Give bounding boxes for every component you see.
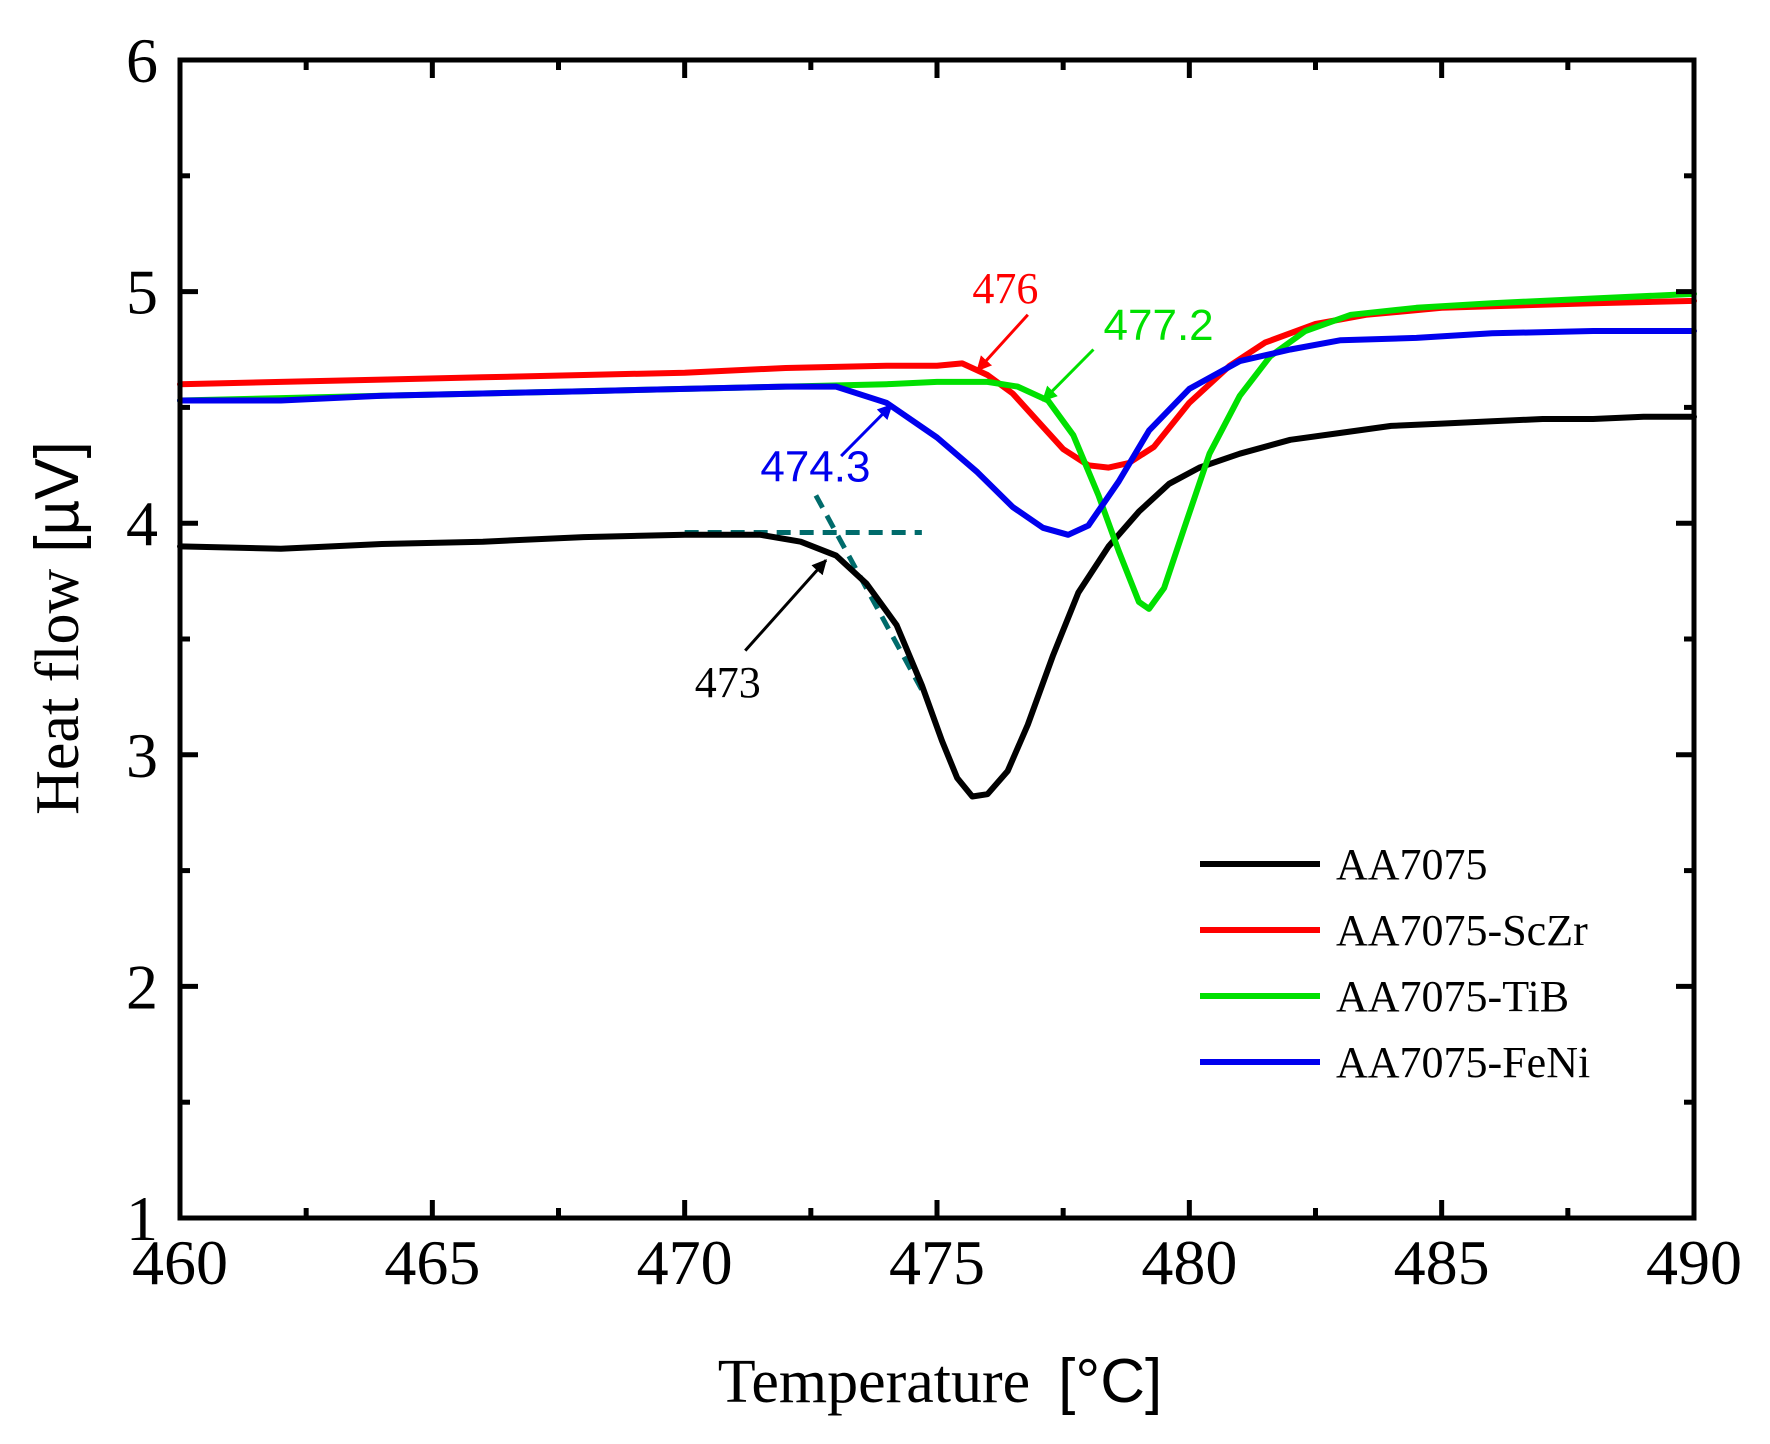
y-tick-label: 6 [126,25,158,96]
series-line-aa7075-feni [177,328,1697,538]
x-axis-unit: [°C] [1058,1347,1162,1416]
x-axis-label: Temperature [718,1348,1030,1416]
x-tick-label: 480 [1141,1227,1237,1298]
series-line-aa7075 [177,413,1697,800]
y-tick-label: 2 [126,951,158,1022]
axis-ticks [177,57,1697,1221]
onset-label: 473 [695,658,761,707]
legend: AA7075 AA7075-ScZr AA7075-TiB AA7075-FeNi [1200,840,1590,1087]
x-tick-label: 460 [132,1227,228,1298]
onset-arrow [840,404,893,458]
onset-label: 477.2 [1104,301,1214,350]
onset-arrow [744,559,828,652]
tangent-slope [813,494,925,692]
y-tick-labels: 1 2 3 4 5 6 [126,25,158,1254]
onset-arrow [1041,348,1095,402]
legend-label: AA7075-ScZr [1336,906,1588,955]
y-axis-label: Heat flow [24,568,92,814]
y-axis-title: Heat flow [µV] [23,441,92,815]
x-axis-title: Temperature [°C] [718,1347,1162,1416]
onset-label: 476 [972,264,1038,313]
tangent-lines [684,494,925,692]
y-axis-unit: [µV] [23,441,92,553]
y-tick-label: 5 [126,257,158,328]
legend-label: AA7075-TiB [1336,972,1569,1021]
legend-label: AA7075-FeNi [1336,1038,1590,1087]
x-tick-label: 470 [637,1227,733,1298]
onset-arrow [976,313,1029,372]
y-tick-label: 4 [126,488,158,559]
series-lines [177,290,1697,800]
x-tick-label: 465 [384,1227,480,1298]
x-tick-label: 475 [889,1227,985,1298]
legend-label: AA7075 [1336,840,1488,889]
series-line-aa7075-tib [177,290,1697,612]
x-tick-labels: 460 465 470 475 480 485 490 [132,1227,1742,1298]
onset-label: 474.3 [760,443,870,492]
y-tick-label: 1 [126,1183,158,1254]
onset-annotations: 473 476 477.2 474.3 [695,264,1214,707]
x-tick-label: 490 [1646,1227,1742,1298]
x-tick-label: 485 [1394,1227,1490,1298]
y-tick-label: 3 [126,720,158,791]
